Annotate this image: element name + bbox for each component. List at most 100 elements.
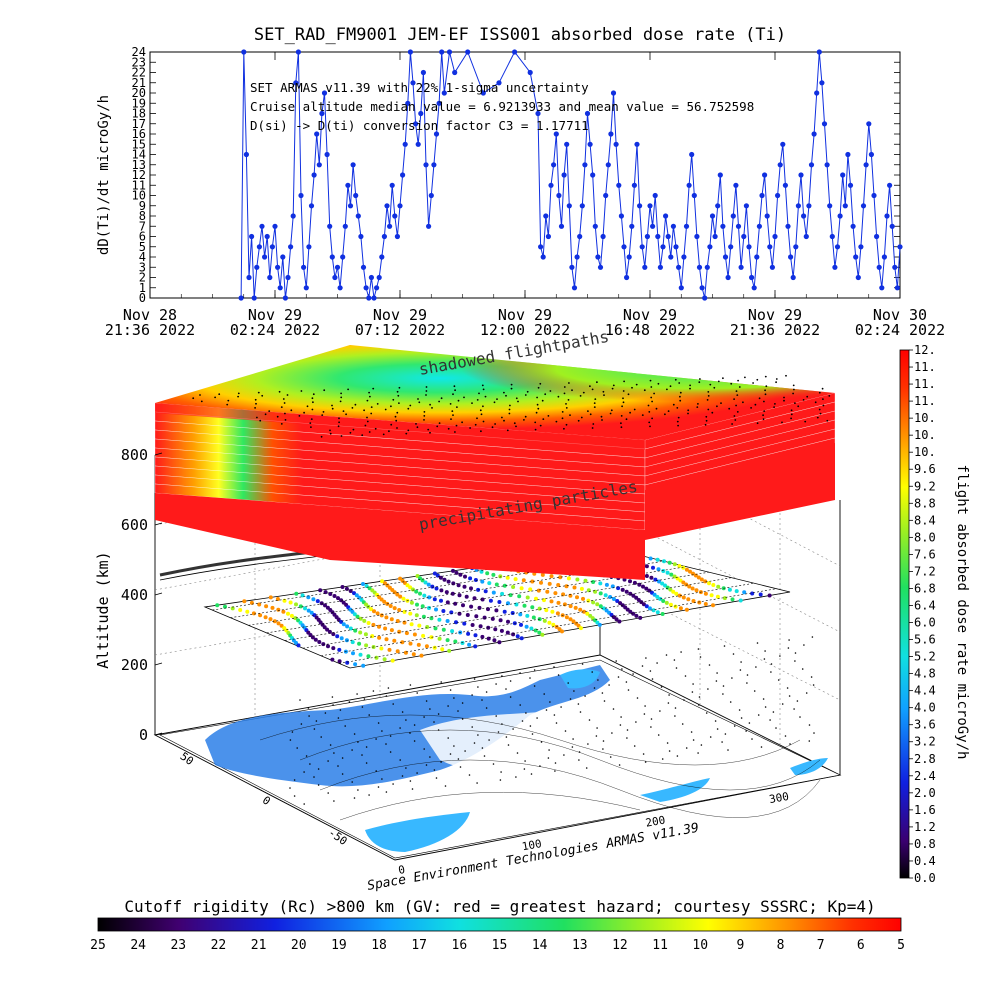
track-dot [734,589,739,594]
track-dot [647,588,652,593]
shadow-dot [756,422,759,425]
shadow-dot [544,393,547,396]
track-dot [374,655,379,660]
ground-dot [539,765,541,767]
ground-dot [449,689,452,691]
track-dot [313,637,318,642]
track-dot [445,600,450,605]
ground-dot [353,797,356,799]
track-dot [568,617,573,622]
ground-dot [381,730,383,732]
dose-point [426,223,432,229]
dose-point [371,295,377,301]
track-dot [672,562,677,567]
track-dot [517,594,522,599]
track-dot [742,590,747,595]
track-dot [327,629,332,634]
shadow-dot [484,395,487,398]
track-dot [306,608,311,613]
ground-dot [501,675,503,677]
dose-point [735,223,742,229]
shadow-dot [457,399,460,402]
ground-dot [644,705,646,707]
dose-point [407,49,413,55]
ground-dot [423,716,425,718]
ground-dot [401,775,404,777]
ground-dot [488,739,490,741]
rigidity-colorbar-tick-label: 13 [572,938,588,953]
dose-point [657,264,664,270]
ground-dot [660,686,663,688]
ground-dot [789,743,791,745]
dose-point [423,162,429,168]
rigidity-colorbar-tick-label: 19 [331,938,347,953]
dose-point [431,162,437,168]
dose-point [355,213,361,219]
slab-lower-block [155,493,645,580]
shadow-dot [589,413,592,416]
track-dot [380,579,385,584]
dose-point [558,223,565,229]
ground-dot [636,697,639,699]
track-dot [420,604,425,609]
dose-point [613,141,619,147]
shadow-dot [689,384,691,387]
track-dot [547,620,552,625]
ground-dot [425,764,428,766]
dose-point [821,121,828,127]
shadow-dot [438,400,440,403]
shadow-dot [503,391,505,394]
dose-point [686,182,692,188]
ground-dot [578,759,580,761]
dose-point [334,264,341,270]
ground-dot [536,717,538,719]
track-dot [478,624,483,629]
dose-point [428,192,434,199]
ground-dot [473,678,476,680]
ground-dot [557,674,560,676]
shadow-dot [471,402,473,404]
ground-dot [545,709,548,711]
ground-dot [492,763,495,765]
ground-dot [363,698,366,700]
dose-point [764,213,770,219]
shadow-dot [763,410,766,412]
ground-dot [377,722,380,724]
ground-dot [315,720,318,722]
shadow-dot [322,411,325,413]
shadow-dot [591,388,594,391]
shadow-dot [580,416,583,419]
ground-dot [555,722,558,724]
track-dot [597,622,602,627]
ground-dot [385,695,388,697]
shadow-dot [650,396,653,399]
x-tick-date: Nov 29 [498,306,552,324]
ground-dot [603,700,606,702]
ground-dot [794,660,796,662]
shadow-dot [720,402,722,404]
shadow-dot [284,412,286,415]
track-dot [370,634,375,639]
shadow-dot [351,407,354,409]
ground-dot [533,669,536,671]
shadow-dot [717,380,720,383]
track-dot [427,606,431,610]
dose-colorbar-tick-label: 0.0 [914,871,936,885]
shadow-dot [765,385,768,388]
track-dot [500,591,505,596]
ground-dot [320,736,323,738]
dose-point [241,49,247,55]
dose-point [889,223,895,229]
ground-dot [810,676,813,678]
shadow-dot [752,382,754,384]
track-dot [257,602,262,607]
ground-dot [659,710,661,712]
ground-dot [738,709,741,711]
dose-point [785,223,791,229]
shadow-dot [622,397,624,400]
shadow-dot [363,409,365,412]
ground-dot [309,763,311,765]
track-dot [661,569,666,573]
track-dot [453,601,458,606]
